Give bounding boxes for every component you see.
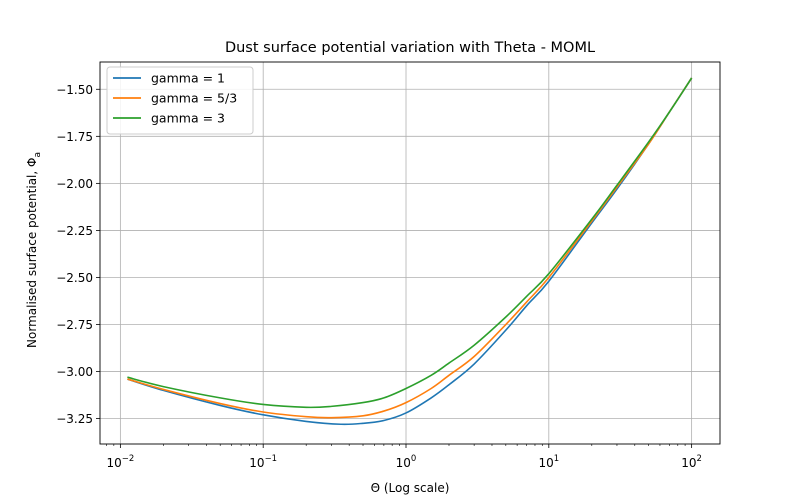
series-line-3 [127, 77, 693, 409]
y-tick-label: −2.75 [56, 318, 93, 332]
y-axis-title-subscript: a [33, 152, 43, 158]
y-tick-label: −2.00 [56, 177, 93, 191]
series-line-1 [127, 77, 693, 426]
legend-label-3: gamma = 3 [151, 111, 225, 126]
y-tick-label: −1.75 [56, 130, 93, 144]
y-tick-label: −1.50 [56, 83, 93, 97]
x-tick-label: 10−2 [106, 454, 134, 470]
y-axis-title: Normalised surface potential, Φa [25, 152, 43, 348]
x-axis: 10−2 10−1 100 101 102 [106, 444, 702, 470]
x-tick-base: 10 [396, 456, 411, 470]
x-tick-exponent: 2 [697, 454, 702, 464]
y-tick-label: −3.25 [56, 412, 93, 426]
legend-label-2: gamma = 5/3 [151, 91, 237, 106]
x-tick-label: 100 [396, 454, 417, 470]
y-tick-label: −3.00 [56, 365, 93, 379]
y-tick-label: −2.50 [56, 271, 93, 285]
y-tick-label: −2.25 [56, 224, 93, 238]
x-tick-exponent: −1 [265, 454, 278, 464]
legend-box [106, 66, 254, 135]
grid [100, 62, 720, 444]
legend-label-1: gamma = 1 [151, 71, 225, 86]
legend: gamma = 1 gamma = 5/3 gamma = 3 [106, 66, 254, 135]
y-axis-title-main: Normalised surface potential, Φ [25, 158, 39, 348]
x-tick-label: 101 [538, 454, 559, 470]
x-tick-label: 10−1 [249, 454, 277, 470]
x-tick-exponent: 0 [411, 454, 416, 464]
plot-frame [99, 61, 721, 445]
chart-title: Dust surface potential variation with Th… [225, 40, 595, 56]
x-tick-base: 10 [538, 456, 553, 470]
x-axis-title: Θ (Log scale) [371, 481, 450, 495]
x-tick-exponent: 1 [554, 454, 559, 464]
x-tick-base: 10 [106, 456, 121, 470]
series-lines [127, 77, 693, 426]
x-tick-base: 10 [249, 456, 264, 470]
x-tick-exponent: −2 [122, 454, 135, 464]
x-tick-label: 102 [681, 454, 702, 470]
x-tick-base: 10 [681, 456, 696, 470]
y-axis: −1.50 −1.75 −2.00 −2.25 −2.50 −2.75 −3.00 −3.25 [56, 83, 100, 426]
series-line-2 [127, 77, 693, 419]
